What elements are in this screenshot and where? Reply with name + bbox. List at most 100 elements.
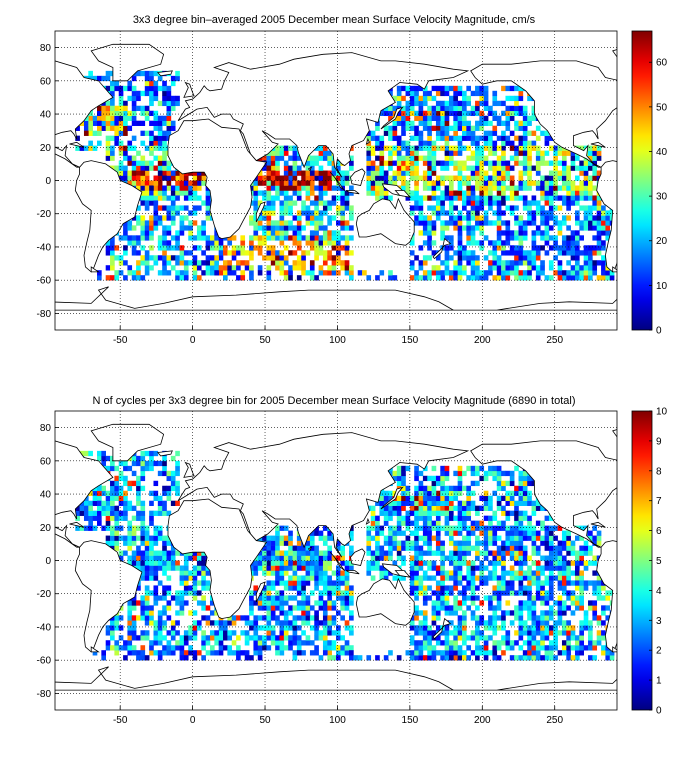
data-bin [379,530,385,536]
data-bin [557,545,563,551]
data-bin [127,235,133,241]
data-bin [301,605,306,611]
data-bin [483,210,489,216]
data-bin [501,525,506,531]
data-bin [505,250,511,256]
data-bin [431,145,437,151]
data-bin [288,235,293,241]
data-bin [262,225,267,231]
data-bin [583,165,589,171]
data-bin [414,155,419,161]
data-bin [388,130,393,136]
data-bin [540,595,545,601]
data-bin [114,490,120,497]
data-bin [288,530,293,536]
data-bin [314,560,319,566]
data-bin [153,180,159,186]
data-bin [383,190,389,196]
data-bin [492,165,498,171]
data-bin [123,175,128,181]
data-bin [462,270,467,276]
data-bin [292,225,298,231]
data-bin [162,540,167,546]
data-bin [136,270,141,276]
data-bin [488,635,493,641]
data-bin [548,235,554,241]
data-bin [535,630,541,636]
data-bin [175,275,180,281]
data-bin [379,495,385,501]
data-bin [540,610,545,616]
data-bin [144,610,150,616]
data-bin [414,220,419,226]
data-bin [570,560,576,566]
data-bin [118,110,124,117]
data-bin [444,490,450,497]
data-bin [396,175,402,181]
data-bin [435,595,441,601]
data-bin [196,625,202,631]
data-bin [149,195,154,201]
data-bin [349,535,354,541]
data-bin [166,560,172,566]
data-bin [127,170,133,176]
data-bin [505,135,511,141]
data-bin [418,85,424,92]
data-bin [266,630,272,636]
data-bin [170,255,176,261]
data-bin [522,655,528,661]
data-bin [183,650,189,656]
data-bin [296,240,302,246]
data-bin [240,260,246,266]
data-bin [110,265,115,271]
data-bin [105,135,111,141]
data-bin [592,555,598,561]
data-bin [431,270,437,276]
coastline [345,190,360,195]
colorbar-tick-label: 0 [656,326,662,337]
data-bin [110,85,115,92]
data-bin [292,180,298,186]
data-bin [349,610,354,616]
data-bin [123,110,128,117]
data-bin [140,540,146,546]
data-bin [110,515,115,521]
data-bin [501,230,506,236]
data-bin [375,545,380,551]
data-bin [257,600,263,606]
data-bin [505,95,511,102]
data-bin [275,605,280,611]
data-bin [162,505,167,511]
data-bin [488,650,493,656]
data-bin [462,245,467,251]
data-bin [422,590,428,596]
data-bin [105,625,111,631]
data-bin [162,95,167,102]
data-bin [283,205,289,211]
data-bin [136,105,141,112]
data-bin [588,150,593,156]
data-bin [157,270,163,276]
data-bin [370,525,376,531]
data-bin [505,205,511,211]
data-bin [153,215,159,221]
data-bin [501,270,506,276]
data-bin [370,520,376,526]
data-bin [518,585,524,591]
data-bin [466,530,472,536]
data-bin [466,575,472,581]
data-bin [79,450,85,457]
data-bin [444,235,450,241]
data-bin [266,155,272,161]
data-bin [579,250,584,256]
data-bin [479,575,485,581]
data-bin [149,640,154,646]
data-bin [179,275,185,281]
data-bin [518,145,524,151]
data-bin [509,105,515,112]
data-bin [601,245,606,251]
data-bin [418,525,424,531]
data-bin [605,210,611,216]
data-bin [170,620,176,626]
data-bin [592,175,598,181]
